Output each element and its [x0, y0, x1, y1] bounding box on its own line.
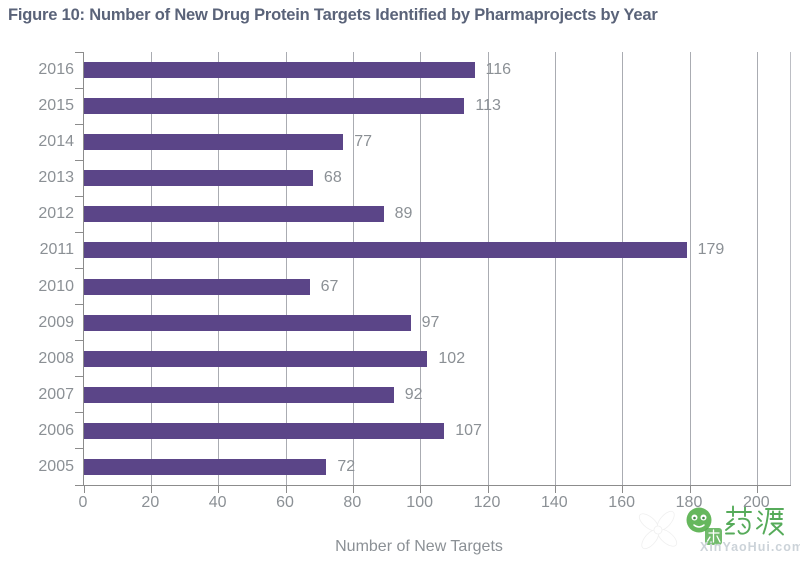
bar-2011 [84, 242, 687, 259]
x-tick-label: 0 [78, 494, 88, 511]
y-axis-label: 2014 [38, 133, 74, 151]
x-axis-tick [689, 485, 691, 493]
y-axis-tick [75, 87, 84, 89]
y-axis-tick [75, 231, 84, 233]
y-axis-label: 2007 [38, 385, 74, 403]
x-axis-tick [756, 485, 758, 493]
gridline-200 [756, 52, 758, 485]
y-axis-tick [75, 412, 84, 414]
bar-2005 [84, 458, 327, 475]
plot-right-border [790, 52, 791, 485]
bar-value-label: 77 [354, 133, 373, 151]
bar-value-label: 179 [697, 241, 725, 259]
bar-value-label: 72 [337, 457, 356, 475]
bar-value-label: 113 [475, 97, 501, 115]
x-tick-label: 140 [540, 494, 568, 511]
x-tick-label: 200 [742, 494, 770, 511]
y-axis-label: 2012 [38, 205, 74, 223]
gridline-120 [487, 52, 489, 485]
gridline-180 [689, 52, 691, 485]
bar-2008 [84, 350, 428, 367]
gridline-100 [420, 52, 422, 485]
y-axis-tick [75, 51, 84, 53]
y-axis-label: 2013 [38, 169, 74, 187]
y-axis-tick [75, 268, 84, 269]
bar-2010 [84, 278, 310, 295]
bar-value-label: 89 [394, 205, 413, 223]
x-axis-tick [150, 485, 152, 493]
y-axis-tick [75, 304, 84, 306]
y-axis-label: 2006 [38, 421, 74, 439]
gridline-40 [218, 52, 220, 485]
y-axis-label: 2015 [38, 97, 74, 115]
y-axis-label: 2009 [38, 313, 74, 331]
x-axis-tick [285, 485, 287, 493]
y-axis-label: 2016 [38, 61, 74, 79]
bar-2013 [84, 170, 313, 187]
y-axis-label: 2005 [38, 457, 74, 475]
bar-2007 [84, 386, 394, 403]
gridline-80 [352, 52, 354, 485]
y-axis-tick [75, 340, 84, 342]
x-axis-tick [83, 485, 85, 493]
x-axis-tick [420, 485, 422, 493]
y-axis-label: 2008 [38, 349, 74, 367]
x-axis-title: Number of New Targets [335, 538, 503, 555]
bar-2009 [84, 314, 411, 331]
x-axis-tick [554, 485, 556, 493]
bar-2006 [84, 422, 445, 439]
x-tick-label: 180 [675, 494, 703, 511]
gridline-20 [150, 52, 152, 485]
y-axis-tick [75, 376, 84, 378]
y-axis-tick [75, 159, 84, 161]
bar-value-label: 67 [320, 277, 339, 295]
y-axis-tick [75, 448, 84, 450]
x-tick-label: 160 [608, 494, 635, 511]
bar-2016 [84, 62, 475, 79]
y-axis-label: 2010 [38, 277, 74, 295]
x-axis-tick [352, 485, 354, 493]
plot-area: 116 113 77 68 89 179 67 97 102 92 107 72 [75, 51, 791, 493]
bar-value-label: 92 [404, 385, 423, 403]
x-axis-tick [218, 485, 220, 493]
gridline-140 [554, 52, 556, 485]
bar-value-label: 102 [438, 349, 466, 367]
chart-title: Figure 10: Number of New Drug Protein Ta… [8, 6, 658, 24]
y-axis-tick [75, 484, 84, 486]
bar-value-label: 116 [485, 61, 512, 79]
x-axis-tick [487, 485, 489, 493]
x-tick-label: 100 [406, 494, 433, 511]
bar-2014 [84, 134, 344, 151]
watermark-url: XinYaoHui.com [700, 540, 800, 554]
x-tick-label: 40 [208, 494, 227, 511]
y-axis-tick [75, 123, 84, 125]
x-tick-label: 120 [473, 494, 501, 511]
x-tick-label: 60 [276, 494, 294, 511]
gridline-60 [285, 52, 287, 485]
gridline-160 [622, 52, 624, 485]
bar-value-label: 68 [323, 169, 342, 187]
bar-2012 [84, 206, 384, 223]
bar-value-label: 107 [455, 421, 482, 439]
y-axis-label: 2011 [39, 241, 74, 259]
bar-2015 [84, 98, 465, 115]
x-tick-label: 80 [343, 494, 362, 511]
bar-value-label: 97 [421, 313, 440, 331]
x-axis-tick [622, 485, 624, 493]
x-tick-label: 20 [141, 494, 160, 511]
y-axis-tick [75, 195, 84, 197]
